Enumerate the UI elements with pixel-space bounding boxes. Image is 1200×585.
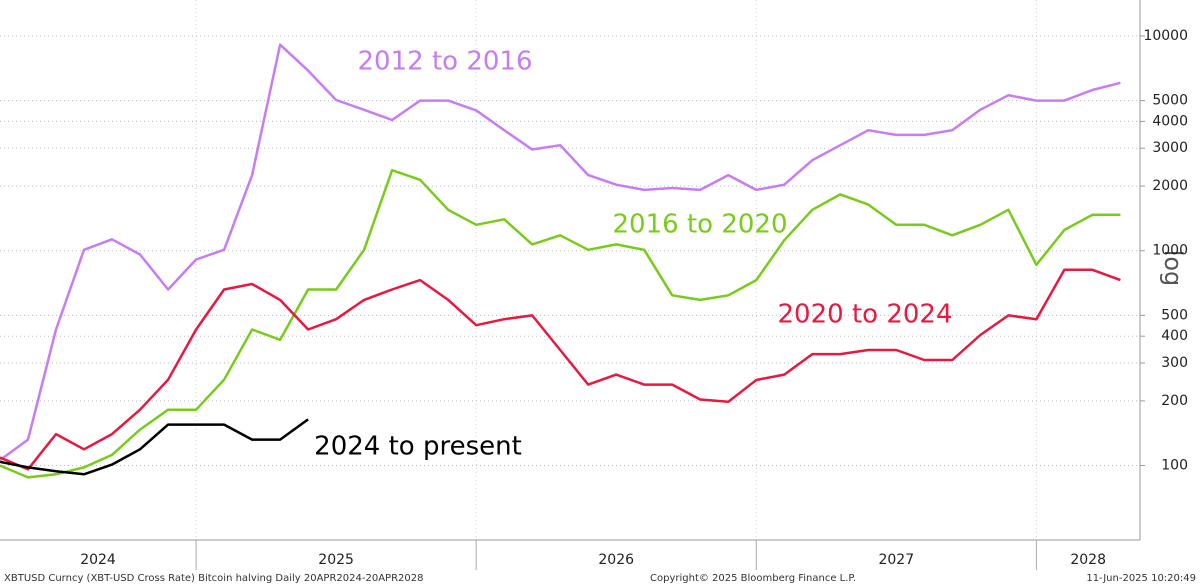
x-tick-label: 2028 — [1070, 552, 1106, 568]
y-tick-label: 10000 — [1143, 28, 1188, 44]
y-tick-label: 1000 — [1152, 243, 1188, 259]
series-line — [0, 43, 1121, 462]
x-tick-label: 2027 — [878, 552, 914, 568]
series-label: 2012 to 2016 — [358, 47, 533, 77]
y-tick-label: 2000 — [1152, 178, 1188, 194]
y-tick-label: 200 — [1161, 393, 1188, 409]
source-note: XBTUSD Curncy (XBT-USD Cross Rate) Bitco… — [4, 573, 423, 584]
y-axis-label: log — [1159, 250, 1187, 287]
series-label: 2020 to 2024 — [778, 300, 953, 330]
y-tick-label: 400 — [1161, 328, 1188, 344]
series-line — [0, 418, 309, 476]
y-tick-label: 4000 — [1152, 113, 1188, 129]
series-line — [0, 168, 1121, 479]
series-label: 2016 to 2020 — [613, 210, 788, 240]
x-tick-label: 2026 — [598, 552, 634, 568]
timestamp: 11-Jun-2025 10:20:49 — [1086, 573, 1196, 584]
y-tick-label: 100 — [1161, 458, 1188, 474]
y-tick-label: 300 — [1161, 355, 1188, 371]
y-tick-label: 3000 — [1152, 140, 1188, 156]
x-tick-label: 2024 — [80, 552, 116, 568]
series-label: 2024 to present — [314, 432, 522, 462]
y-tick-label: 5000 — [1152, 93, 1188, 109]
y-tick-label: 500 — [1161, 307, 1188, 323]
copyright: Copyright© 2025 Bloomberg Finance L.P. — [650, 573, 856, 584]
series-line — [0, 268, 1121, 471]
x-tick-label: 2025 — [318, 552, 354, 568]
